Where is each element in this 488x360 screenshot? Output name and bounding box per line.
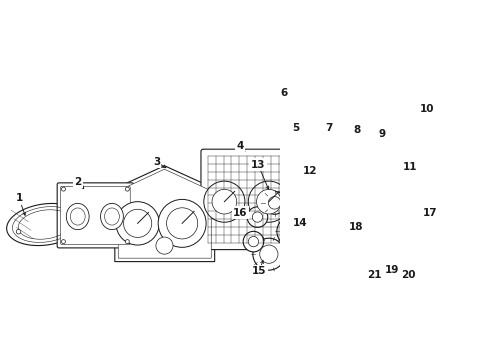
Circle shape — [125, 240, 129, 244]
Circle shape — [252, 238, 284, 270]
Circle shape — [166, 208, 197, 239]
Text: 7: 7 — [325, 122, 332, 132]
Circle shape — [116, 202, 159, 245]
Circle shape — [125, 187, 129, 191]
Bar — [353, 214, 488, 278]
Text: 9: 9 — [378, 129, 385, 139]
FancyBboxPatch shape — [412, 221, 471, 265]
Circle shape — [370, 256, 388, 275]
Circle shape — [248, 181, 289, 222]
FancyBboxPatch shape — [283, 133, 318, 179]
Circle shape — [61, 187, 65, 191]
Polygon shape — [118, 169, 211, 258]
Text: 19: 19 — [384, 265, 398, 275]
Text: 13: 13 — [250, 159, 264, 170]
Circle shape — [404, 248, 413, 258]
Circle shape — [321, 210, 344, 233]
Circle shape — [382, 244, 401, 262]
FancyBboxPatch shape — [201, 149, 316, 249]
Circle shape — [326, 234, 338, 246]
Circle shape — [375, 261, 384, 270]
Circle shape — [360, 230, 378, 248]
FancyBboxPatch shape — [282, 156, 311, 193]
Circle shape — [61, 240, 65, 244]
Polygon shape — [115, 166, 214, 262]
Text: 16: 16 — [233, 207, 247, 217]
Text: 5: 5 — [292, 122, 299, 132]
Ellipse shape — [70, 208, 85, 225]
FancyBboxPatch shape — [316, 136, 351, 178]
Circle shape — [203, 181, 244, 222]
FancyBboxPatch shape — [409, 172, 445, 213]
Circle shape — [259, 245, 277, 263]
Text: 17: 17 — [422, 207, 436, 217]
Text: 1: 1 — [15, 193, 22, 203]
Circle shape — [256, 189, 281, 214]
Ellipse shape — [104, 208, 119, 225]
FancyBboxPatch shape — [348, 139, 377, 173]
Text: 21: 21 — [366, 270, 381, 280]
Polygon shape — [7, 203, 83, 246]
Circle shape — [283, 223, 300, 240]
FancyBboxPatch shape — [309, 175, 355, 252]
Circle shape — [276, 216, 306, 246]
Circle shape — [365, 234, 374, 243]
Circle shape — [322, 230, 343, 250]
Circle shape — [156, 237, 173, 254]
FancyBboxPatch shape — [61, 186, 130, 244]
Text: 12: 12 — [303, 166, 317, 176]
FancyBboxPatch shape — [281, 96, 308, 130]
Text: 11: 11 — [402, 162, 417, 172]
Circle shape — [246, 207, 267, 228]
Circle shape — [16, 229, 21, 234]
FancyBboxPatch shape — [57, 183, 133, 248]
FancyBboxPatch shape — [374, 143, 396, 172]
Text: 14: 14 — [292, 218, 306, 228]
Text: 18: 18 — [348, 222, 363, 232]
Circle shape — [212, 189, 236, 214]
Circle shape — [248, 237, 258, 247]
Ellipse shape — [101, 203, 123, 230]
Circle shape — [399, 244, 418, 262]
Circle shape — [471, 212, 480, 221]
Text: 6: 6 — [280, 88, 287, 98]
FancyBboxPatch shape — [378, 146, 392, 169]
Text: 20: 20 — [401, 270, 415, 280]
Circle shape — [158, 199, 205, 247]
Text: 8: 8 — [353, 125, 360, 135]
Circle shape — [268, 197, 280, 209]
Circle shape — [326, 190, 338, 202]
Circle shape — [326, 215, 338, 228]
Text: 3: 3 — [153, 157, 160, 167]
Text: 15: 15 — [251, 266, 266, 276]
Text: 4: 4 — [236, 141, 244, 151]
Circle shape — [123, 209, 151, 238]
Circle shape — [387, 248, 396, 258]
Circle shape — [69, 215, 74, 220]
Circle shape — [252, 212, 262, 222]
FancyBboxPatch shape — [412, 122, 447, 164]
Circle shape — [243, 231, 263, 252]
Text: 2: 2 — [74, 177, 81, 187]
Ellipse shape — [66, 203, 89, 230]
Circle shape — [263, 192, 285, 214]
Circle shape — [321, 185, 344, 207]
Text: 10: 10 — [419, 104, 434, 114]
